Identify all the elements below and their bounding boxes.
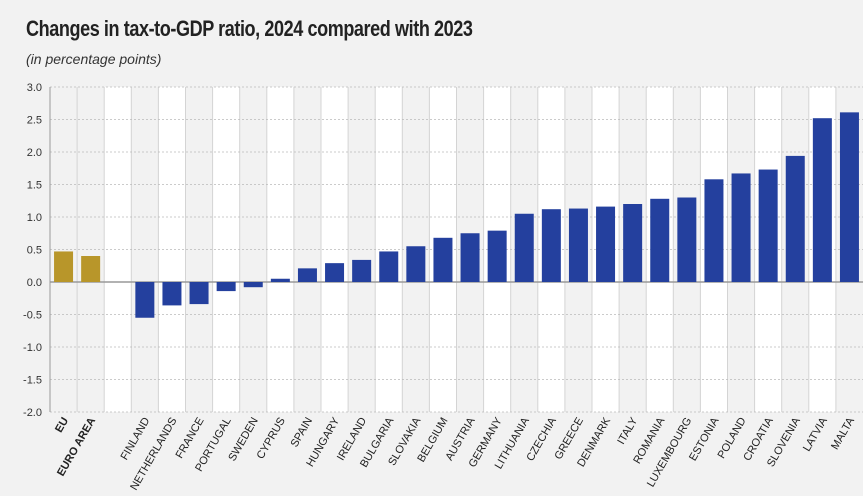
y-tick-label: 1.5 [27,180,42,192]
bar-france [189,282,209,305]
bar-poland [731,173,751,282]
chart-title: Changes in tax-to-GDP ratio, 2024 compar… [26,16,473,41]
bar-latvia [812,118,832,282]
bar-malta [839,112,859,282]
bar-spain [297,268,317,282]
y-tick-label: 2.0 [27,147,42,159]
y-tick-label: 2.5 [27,115,42,127]
y-tick-label: -1.5 [23,375,42,387]
bar-luxembourg [677,197,697,282]
x-tick-label: SPAIN [289,415,316,449]
y-tick-label: -1.0 [23,342,42,354]
y-tick-label: 0.0 [27,277,42,289]
y-tick-label: -2.0 [23,407,42,419]
bar-bulgaria [379,251,399,282]
bar-ireland [352,259,372,282]
bar-denmark [596,206,616,282]
bar-germany [487,230,507,282]
bar-romania [650,198,670,282]
y-tick-label: 1.0 [27,212,42,224]
bar-belgium [433,237,453,282]
chart-subtitle: (in percentage points) [26,51,162,67]
y-tick-label: -0.5 [23,310,42,322]
bar-sweden [243,282,263,288]
y-tick-label: 3.0 [27,82,42,94]
bar-italy [623,204,643,282]
bar-lithuania [514,213,534,282]
x-tick-label: EU [53,415,71,434]
bar-greece [568,208,588,282]
bar-slovenia [785,155,805,282]
bar-portugal [216,282,236,292]
bar-czechia [541,209,561,282]
bar-croatia [758,169,778,282]
bar-estonia [704,179,724,282]
x-tick-label: MALTA [829,415,857,452]
x-tick-label: ITALY [615,415,640,447]
bar-netherlands [162,282,182,306]
bar-euro-area [81,256,101,282]
bar-eu [54,251,74,282]
bar-hungary [325,263,345,282]
bar-slovakia [406,246,426,282]
y-tick-label: 0.5 [27,245,42,257]
bar-cyprus [270,278,290,282]
bar-finland [135,282,155,318]
bar-austria [460,233,480,282]
x-tick-label: LATVIA [801,415,830,454]
